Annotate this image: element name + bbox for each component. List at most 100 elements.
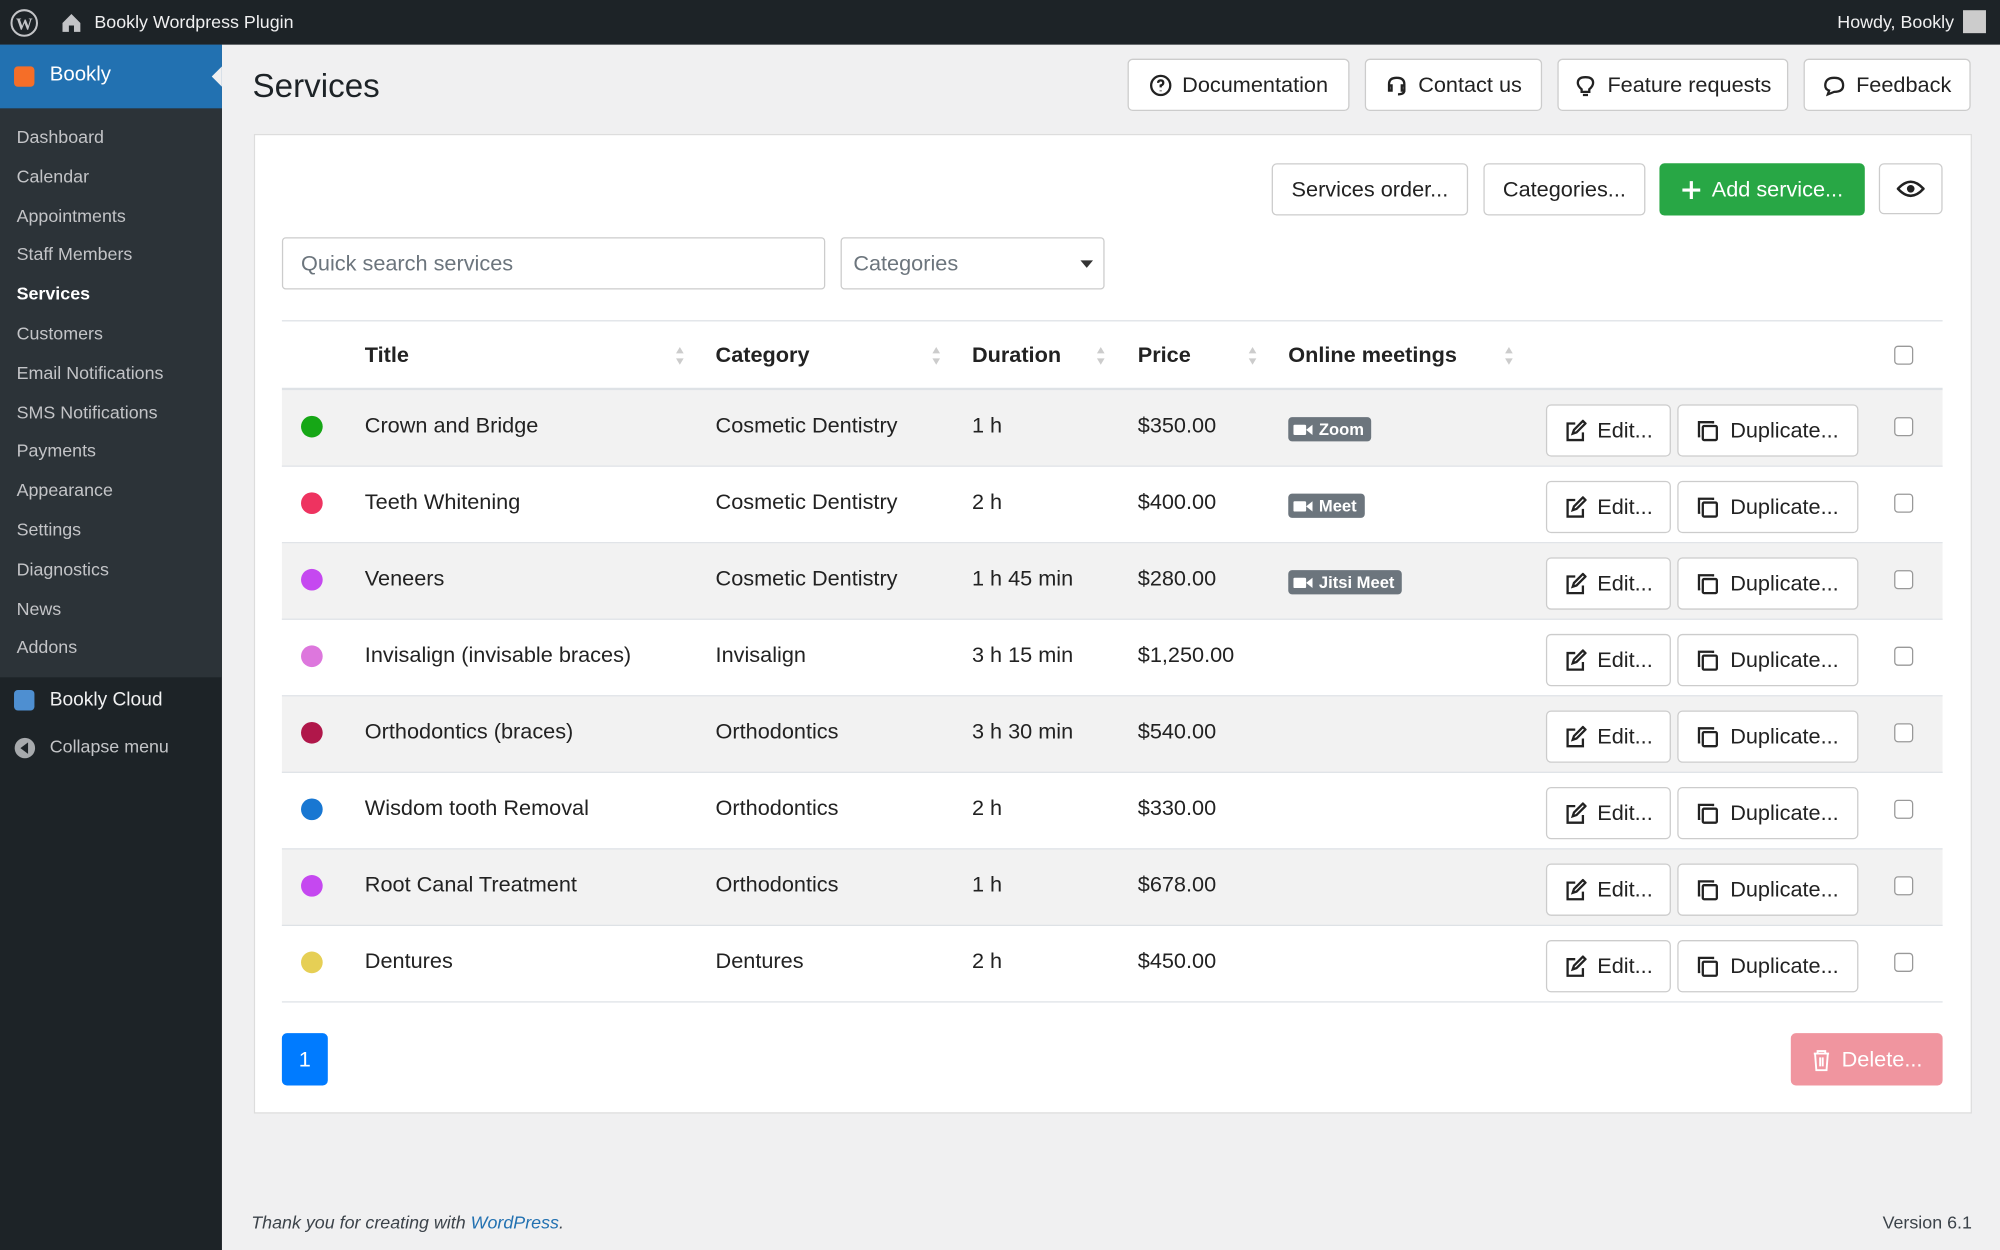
meeting-label: Jitsi Meet — [1318, 572, 1395, 592]
select-all-checkbox[interactable] — [1894, 345, 1914, 365]
duplicate-button[interactable]: Duplicate... — [1677, 633, 1859, 687]
column-header[interactable]: Price — [1137, 343, 1191, 368]
button-label: Contact us — [1418, 72, 1522, 97]
sort-icon[interactable] — [1504, 346, 1514, 366]
menu-item[interactable]: Calendar — [16, 165, 90, 186]
category-select-label: Categories — [853, 250, 959, 275]
edit-button[interactable]: Edit... — [1545, 940, 1671, 993]
duplicate-button[interactable]: Duplicate... — [1677, 863, 1859, 916]
cell-duration: 2 h — [971, 795, 1003, 821]
edit-button[interactable]: Edit... — [1545, 710, 1671, 763]
column-header[interactable]: Online meetings — [1288, 343, 1457, 368]
category-select[interactable]: Categories — [840, 237, 1105, 290]
color-dot — [301, 951, 323, 974]
active-arrow — [211, 66, 222, 87]
menu-item[interactable]: SMS Notifications — [16, 401, 158, 422]
cell-category: Orthodontics — [715, 719, 839, 744]
row-checkbox[interactable] — [1894, 646, 1914, 666]
header-button[interactable]: Contact us — [1364, 58, 1543, 111]
column-header[interactable]: Category — [715, 343, 810, 368]
edit-button[interactable]: Edit... — [1545, 557, 1671, 610]
edit-button[interactable]: Edit... — [1545, 786, 1671, 840]
row-checkbox[interactable] — [1894, 876, 1914, 896]
toolbar-button[interactable]: Services order... — [1271, 163, 1469, 216]
button-label: Duplicate... — [1730, 417, 1839, 442]
sort-icon[interactable] — [931, 346, 941, 366]
edit-button[interactable]: Edit... — [1545, 633, 1671, 687]
cell-duration: 2 h — [971, 489, 1003, 515]
wp-logo[interactable]: W — [10, 9, 39, 37]
toolbar-button[interactable]: Add service... — [1659, 163, 1865, 216]
sort-icon[interactable] — [1247, 346, 1257, 366]
color-dot — [301, 645, 323, 668]
plugin-menu[interactable]: Bookly — [0, 44, 222, 109]
column-header[interactable]: Title — [364, 343, 409, 368]
sort-icon[interactable] — [675, 346, 685, 366]
home-icon[interactable] — [60, 11, 83, 33]
cell-duration: 1 h — [971, 413, 1003, 438]
header-button[interactable]: Feature requests — [1557, 58, 1789, 111]
avatar[interactable] — [1963, 10, 1986, 34]
collapse-icon[interactable] — [14, 737, 36, 759]
menu-item[interactable]: Appearance — [16, 479, 113, 501]
footer-link[interactable]: WordPress — [470, 1211, 559, 1233]
cell-price: $330.00 — [1137, 795, 1217, 821]
table-top-border — [281, 320, 1943, 322]
submenu: Dashboard Calendar Appointments Staff Membe… — [0, 108, 222, 678]
cell-category: Orthodontics — [715, 795, 839, 821]
duplicate-button[interactable]: Duplicate... — [1677, 480, 1859, 534]
button-label: Edit... — [1597, 723, 1653, 749]
collapse-menu[interactable]: Collapse menu — [49, 735, 169, 757]
header-button[interactable]: Feedback — [1803, 58, 1971, 111]
column-header[interactable]: Duration — [971, 343, 1062, 368]
menu-item[interactable]: Addons — [16, 636, 78, 658]
menu-item[interactable]: Customers — [16, 322, 103, 344]
row-checkbox[interactable] — [1894, 799, 1914, 819]
site-name[interactable]: Bookly Wordpress Plugin — [94, 11, 294, 32]
menu-item[interactable]: Dashboard — [16, 126, 104, 147]
trash-icon — [1813, 1049, 1829, 1071]
menu-item[interactable]: Appointments — [16, 204, 126, 226]
menu-item[interactable]: News — [16, 597, 62, 619]
row-checkbox[interactable] — [1894, 570, 1914, 590]
button-label: Duplicate... — [1730, 723, 1839, 749]
admin-bar: W Bookly Wordpress Plugin Howdy, Bookly — [0, 0, 2000, 45]
menu-item[interactable]: Diagnostics — [16, 558, 109, 579]
toolbar-button[interactable]: Categories... — [1483, 163, 1646, 216]
menu-item[interactable]: Staff Members — [16, 244, 133, 265]
cell-duration: 2 h — [971, 948, 1003, 974]
duplicate-button[interactable]: Duplicate... — [1677, 404, 1859, 457]
edit-button[interactable]: Edit... — [1545, 480, 1671, 534]
greeting[interactable]: Howdy, Bookly — [1837, 11, 1955, 32]
cell-title: Root Canal Treatment — [364, 872, 577, 897]
delete-button[interactable]: Delete... — [1790, 1033, 1943, 1086]
plus-icon — [1682, 180, 1701, 199]
row-checkbox[interactable] — [1894, 723, 1914, 743]
row-checkbox[interactable] — [1894, 417, 1914, 437]
menu-item[interactable]: Payments — [16, 440, 96, 461]
cell-title: Dentures — [364, 948, 453, 974]
duplicate-button[interactable]: Duplicate... — [1677, 786, 1859, 840]
button-label: Duplicate... — [1730, 647, 1839, 672]
menu-item[interactable]: Email Notifications — [16, 361, 164, 383]
page-button[interactable]: 1 — [281, 1033, 328, 1086]
sidebar: Bookly Dashboard Calendar Appointments Staf… — [0, 44, 222, 1250]
edit-button[interactable]: Edit... — [1545, 404, 1671, 457]
duplicate-button[interactable]: Duplicate... — [1677, 710, 1859, 763]
cloud-menu[interactable]: Bookly Cloud — [49, 688, 163, 711]
sort-icon[interactable] — [1096, 346, 1106, 366]
row-checkbox[interactable] — [1894, 493, 1914, 513]
menu-item[interactable]: Services — [16, 283, 91, 304]
button-label: Edit... — [1597, 494, 1653, 519]
button-label: Duplicate... — [1730, 953, 1839, 978]
visibility-button[interactable] — [1878, 163, 1943, 215]
menu-item[interactable]: Settings — [16, 519, 82, 540]
button-label: Services order... — [1291, 176, 1449, 201]
edit-button[interactable]: Edit... — [1545, 863, 1671, 916]
duplicate-button[interactable]: Duplicate... — [1677, 940, 1859, 993]
header-button[interactable]: Documentation — [1127, 58, 1350, 111]
duplicate-button[interactable]: Duplicate... — [1677, 557, 1859, 610]
row-checkbox[interactable] — [1894, 952, 1914, 972]
search-input[interactable]: Quick search services — [281, 237, 826, 290]
